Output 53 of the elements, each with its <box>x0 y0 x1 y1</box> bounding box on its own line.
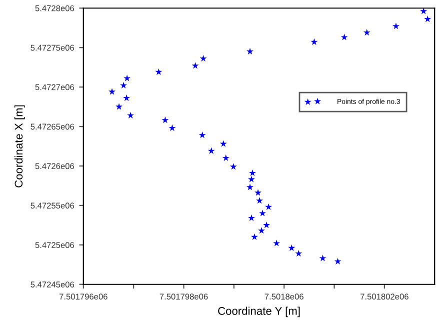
x-tick-label: 7.501802e06 <box>360 294 408 300</box>
point <box>124 74 131 82</box>
y-tick-label: 5.4726e06 <box>35 163 74 170</box>
point <box>222 154 230 162</box>
point <box>334 258 342 264</box>
point <box>288 244 296 252</box>
point <box>248 214 255 222</box>
point <box>192 62 199 69</box>
point <box>220 140 227 147</box>
x-axis-title: Coordinate Y [m] <box>218 306 300 318</box>
point <box>246 184 254 190</box>
point <box>127 112 134 118</box>
x-tick-label: 7.501796e06 <box>60 294 108 300</box>
point <box>256 197 264 204</box>
y-tick-label: 5.47245e06 <box>30 282 74 288</box>
x-tick-label: 7.501798e06 <box>160 294 208 300</box>
point <box>319 254 326 262</box>
y-axis-title: Coordinate X [m] <box>14 105 25 188</box>
point <box>155 68 162 76</box>
point <box>420 8 428 14</box>
point <box>200 54 207 62</box>
point <box>263 222 270 228</box>
y-tick-label: 5.47265e06 <box>30 124 74 130</box>
point <box>116 103 123 110</box>
y-tick-label: 5.4727e06 <box>35 84 74 90</box>
point <box>340 34 348 40</box>
point <box>162 116 169 124</box>
point <box>248 169 256 176</box>
point <box>230 163 237 170</box>
y-tick-label: 5.47275e06 <box>30 44 74 51</box>
point <box>363 28 370 36</box>
point <box>273 240 280 246</box>
point <box>254 189 262 196</box>
point <box>251 233 258 240</box>
point <box>265 203 272 210</box>
point <box>258 227 266 234</box>
x-tick-label: 7.5018e06 <box>264 294 304 300</box>
point <box>168 124 176 132</box>
y-tick-label: 5.47255e06 <box>30 202 74 209</box>
point <box>198 132 206 138</box>
point <box>259 210 266 216</box>
point <box>108 88 116 95</box>
y-tick-label: 5.4725e06 <box>35 242 74 248</box>
point <box>120 82 128 88</box>
point <box>295 250 302 257</box>
point <box>123 94 130 102</box>
point <box>248 176 255 182</box>
y-tick-label: 5.4728e06 <box>35 5 74 12</box>
point <box>246 48 254 55</box>
point <box>310 38 318 46</box>
point <box>208 147 215 154</box>
point <box>392 22 400 30</box>
point <box>424 16 432 22</box>
